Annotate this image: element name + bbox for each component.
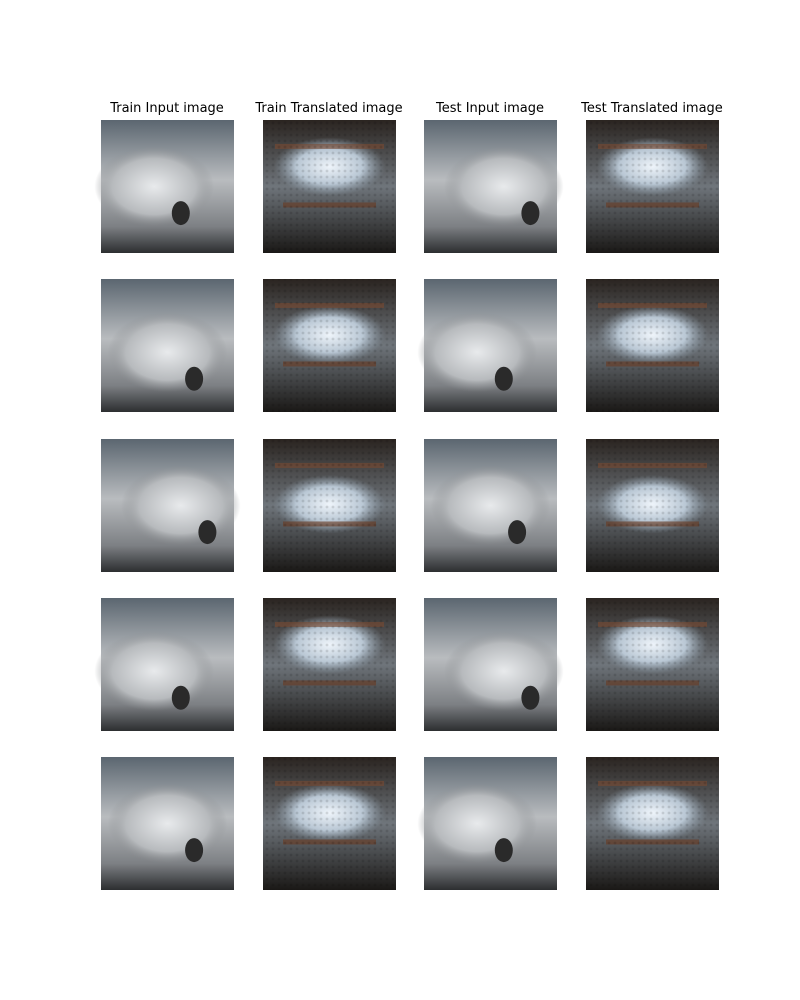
grain <box>263 439 396 572</box>
grain <box>586 598 719 731</box>
image-cell <box>101 757 234 890</box>
car-wheel <box>171 201 190 226</box>
car-body <box>120 465 241 546</box>
grain <box>263 598 396 731</box>
image-cell <box>586 598 719 731</box>
car-wheel <box>521 685 540 710</box>
image-cell <box>424 439 557 572</box>
car-wheel <box>185 838 204 863</box>
car-body <box>94 631 215 712</box>
car-body <box>107 312 228 393</box>
image-cell <box>586 120 719 253</box>
image-cell <box>94 120 234 253</box>
grain <box>586 279 719 412</box>
image-cell <box>263 279 396 412</box>
car-wheel <box>494 838 513 863</box>
car-wheel <box>171 685 190 710</box>
grain <box>263 279 396 412</box>
car-wheel <box>494 366 513 391</box>
car-body <box>107 783 228 864</box>
car-wheel <box>521 201 540 226</box>
image-cell <box>586 439 719 572</box>
column-title: Train Input image <box>109 101 224 116</box>
image-cell <box>417 757 557 890</box>
car-body <box>94 146 215 227</box>
grain <box>263 757 396 890</box>
grain <box>586 120 719 253</box>
image-cell <box>586 279 719 412</box>
image-cell <box>101 439 241 572</box>
image-cell <box>263 439 396 572</box>
image-cell <box>263 120 396 253</box>
image-cell <box>586 757 719 890</box>
car-wheel <box>185 366 204 391</box>
car-body <box>443 631 564 712</box>
image-cell <box>424 120 564 253</box>
car-body <box>417 783 538 864</box>
grain <box>586 439 719 572</box>
column-title: Test Translated image <box>580 101 723 116</box>
image-cell <box>101 279 234 412</box>
image-cell <box>94 598 234 731</box>
car-body <box>443 146 564 227</box>
car-wheel <box>198 520 217 545</box>
column-title: Test Input image <box>435 101 544 116</box>
column-titles: Train Input image Train Translated image… <box>109 101 723 116</box>
car-body <box>417 312 538 393</box>
image-grid <box>94 120 719 890</box>
column-title: Train Translated image <box>254 101 402 116</box>
car-wheel <box>508 520 527 545</box>
grain <box>586 757 719 890</box>
image-cell <box>263 598 396 731</box>
image-cell <box>424 598 564 731</box>
grain <box>263 120 396 253</box>
car-body <box>430 465 551 546</box>
image-cell <box>417 279 557 412</box>
image-cell <box>263 757 396 890</box>
